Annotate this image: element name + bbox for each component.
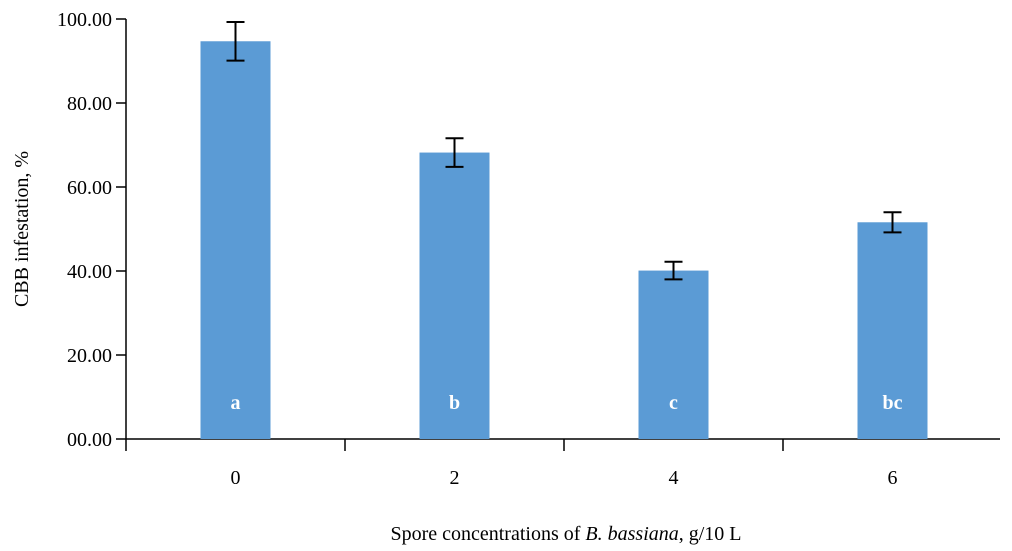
error-bar (883, 211, 902, 234)
x-axis-title: Spore concentrations of B. bassiana, g/1… (390, 523, 741, 545)
significance-letter: c (669, 392, 678, 414)
x-tick-label: 6 (888, 467, 898, 489)
x-axis-title-suffix: , g/10 L (679, 523, 742, 545)
bar (638, 270, 709, 439)
bar (857, 222, 928, 439)
bar (419, 152, 490, 439)
x-tick-label: 0 (231, 467, 241, 489)
y-axis-title: CBB infestation, % (11, 151, 33, 307)
y-tick-label: 00.00 (67, 429, 112, 451)
error-bar (226, 20, 245, 62)
error-bar (664, 260, 683, 281)
y-tick-label: 40.00 (67, 261, 112, 283)
x-axis: 0 2 4 6 (125, 438, 1000, 489)
y-tick-label: 80.00 (67, 93, 112, 115)
error-bars (226, 20, 902, 281)
y-axis: 00.00 20.00 40.00 60.00 80.00 100.00 (57, 9, 127, 451)
bars (200, 41, 928, 439)
significance-letter: a (231, 392, 241, 414)
bar (200, 41, 271, 439)
x-tick-label: 4 (669, 467, 679, 489)
significance-labels: a b c bc (231, 392, 903, 414)
y-tick-label: 60.00 (67, 177, 112, 199)
significance-letter: b (449, 392, 460, 414)
y-tick-label: 20.00 (67, 345, 112, 367)
error-bar (445, 137, 464, 168)
y-tick-label: 100.00 (57, 9, 112, 31)
x-tick-label: 2 (450, 467, 460, 489)
x-axis-title-species: B. bassiana (585, 523, 678, 545)
significance-letter: bc (883, 392, 903, 414)
x-axis-title-prefix: Spore concentrations of (390, 523, 585, 545)
